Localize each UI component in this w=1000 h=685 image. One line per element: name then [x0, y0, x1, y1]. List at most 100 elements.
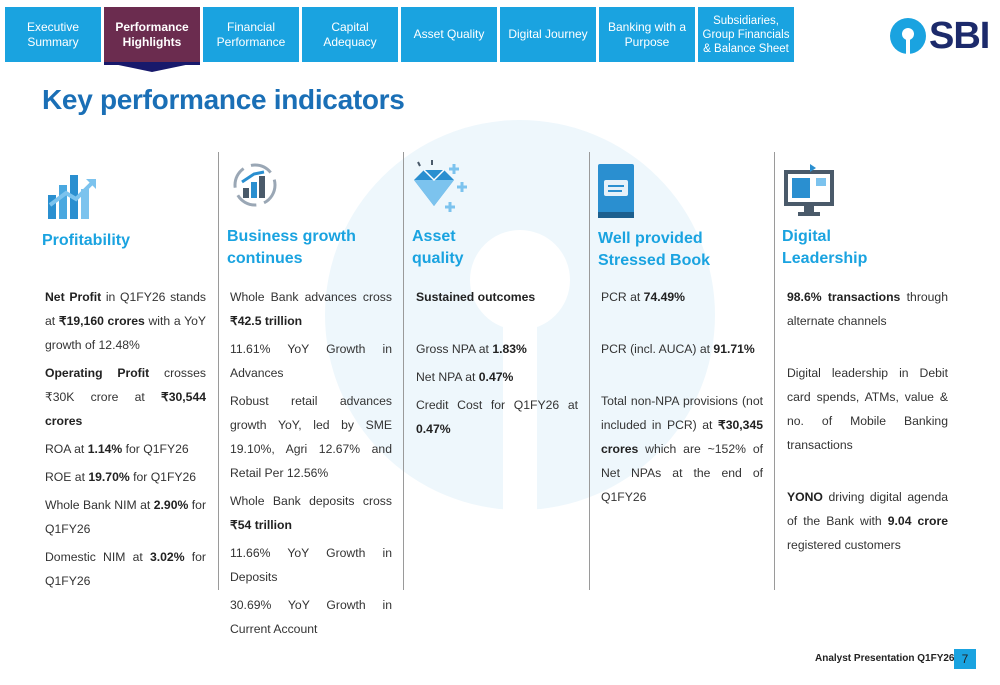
column-divider: [403, 152, 404, 590]
kpi-text: PCR at: [601, 290, 644, 304]
kpi-paragraph: Digital leadership in Debit card spends,…: [787, 361, 948, 457]
kpi-paragraph: Domestic NIM at 3.02% for Q1FY26: [45, 545, 206, 593]
diamond-sparkle-icon: [410, 160, 470, 223]
kpi-highlight: ₹19,160 crores: [58, 314, 145, 328]
kpi-text: ROA at: [45, 442, 88, 456]
tab-banking-with-a-purpose[interactable]: Banking with a Purpose: [599, 7, 695, 62]
kpi-paragraph: 11.66% YoY Growth in Deposits: [230, 541, 392, 589]
kpi-text: Digital leadership in Debit card spends,…: [787, 366, 948, 452]
sbi-logo-mark: [890, 18, 926, 54]
kpi-paragraph: Whole Bank NIM at 2.90% for Q1FY26: [45, 493, 206, 541]
kpi-paragraph: Net Profit in Q1FY26 stands at ₹19,160 c…: [45, 285, 206, 357]
kpi-highlight: 9.04 crore: [887, 514, 949, 528]
kpi-text: 11.61% YoY Growth in Advances: [230, 342, 392, 380]
kpi-text: Whole Bank advances cross: [230, 290, 392, 304]
kpi-text: for Q1FY26: [45, 550, 206, 588]
business-growth-body: Whole Bank advances cross ₹42.5 trillion…: [230, 285, 392, 645]
kpi-highlight: ₹30,544 crores: [45, 390, 206, 428]
stressed-book-body: PCR at 74.49% PCR (incl. AUCA) at 91.71% T…: [601, 285, 763, 513]
kpi-paragraph: ROE at 19.70% for Q1FY26: [45, 465, 206, 489]
footer-label: Analyst Presentation Q1FY26: [815, 653, 955, 664]
kpi-highlight: 2.90%: [153, 498, 189, 512]
kpi-text: ROE at: [45, 470, 89, 484]
kpi-text: Total non-NPA provisions (not included i…: [601, 394, 763, 432]
column-divider: [218, 152, 219, 590]
kpi-text: with a YoY growth of 12.48%: [45, 314, 206, 352]
kpi-highlight: 3.02%: [149, 550, 185, 564]
digital-monitor-icon: [782, 160, 836, 223]
kpi-highlight: 74.49%: [643, 290, 686, 304]
kpi-text: registered customers: [787, 538, 901, 552]
growth-cycle-icon: [230, 160, 280, 215]
kpi-highlight: 0.47%: [416, 422, 451, 436]
kpi-text: Whole Bank NIM at: [45, 498, 154, 512]
kpi-highlight: 0.47%: [478, 370, 514, 384]
kpi-paragraph: PCR (incl. AUCA) at 91.71%: [601, 337, 763, 361]
kpi-paragraph: ROA at 1.14% for Q1FY26: [45, 437, 206, 461]
paragraph-spacer: [787, 461, 948, 485]
page-number: 7: [954, 649, 976, 669]
tab-performance-highlights[interactable]: Performance Highlights: [104, 7, 200, 72]
kpi-text: for Q1FY26: [129, 470, 197, 484]
kpi-text: through alternate channels: [787, 290, 948, 328]
kpi-highlight: Operating Profit: [45, 366, 150, 380]
asset-quality-body: Sustained outcomes Gross NPA at 1.83% Net …: [416, 285, 578, 445]
kpi-paragraph: Sustained outcomes: [416, 285, 578, 309]
sbi-logo: SBI: [890, 15, 990, 57]
kpi-highlight: ₹42.5 trillion: [230, 314, 303, 328]
kpi-paragraph: 98.6% transactions through alternate cha…: [787, 285, 948, 333]
kpi-paragraph: Whole Bank advances cross ₹42.5 trillion: [230, 285, 392, 333]
kpi-text: Whole Bank deposits cross: [230, 494, 392, 508]
tab-label: Subsidiaries, Group Financials & Balance…: [702, 14, 790, 55]
kpi-text: 11.66% YoY Growth in Deposits: [230, 546, 392, 584]
tab-capital-adequacy[interactable]: Capital Adequacy: [302, 7, 398, 62]
tab-subsidiaries[interactable]: Subsidiaries, Group Financials & Balance…: [698, 7, 794, 62]
kpi-text: driving digital agenda of the Bank with: [787, 490, 948, 528]
kpi-paragraph: Whole Bank deposits cross ₹54 trillion: [230, 489, 392, 537]
tab-label: Banking with a Purpose: [607, 19, 687, 49]
kpi-highlight: Sustained outcomes: [416, 290, 536, 304]
profitability-heading: Profitability: [42, 232, 131, 249]
kpi-paragraph: YONO driving digital agenda of the Bank …: [787, 485, 948, 557]
kpi-text: which are ~152% of Net NPAs at the end o…: [601, 442, 763, 504]
kpi-text: for Q1FY26: [45, 498, 207, 536]
book-document-icon: [596, 162, 636, 225]
kpi-text: Net NPA at: [416, 370, 479, 384]
tab-label: Executive Summary: [26, 19, 80, 49]
column-divider: [589, 152, 590, 590]
tab-label: Asset Quality: [413, 27, 485, 41]
paragraph-spacer: [601, 365, 763, 389]
digital-leadership-heading: Digital Leadership: [782, 228, 868, 267]
kpi-highlight: Net Profit: [45, 290, 102, 304]
tab-financial-performance[interactable]: Financial Performance: [203, 7, 299, 62]
kpi-text: PCR (incl. AUCA) at: [601, 342, 714, 356]
kpi-text: in Q1FY26 stands at: [45, 290, 206, 328]
page-title: Key performance indicators: [42, 84, 405, 115]
kpi-paragraph: 11.61% YoY Growth in Advances: [230, 337, 392, 385]
kpi-paragraph: 30.69% YoY Growth in Current Account: [230, 593, 392, 641]
sbi-logo-text: SBI: [929, 15, 990, 57]
kpi-paragraph: Gross NPA at 1.83%: [416, 337, 578, 361]
kpi-highlight: ₹30,345 crores: [601, 418, 763, 456]
kpi-text: Credit Cost for Q1FY26 at: [416, 398, 578, 412]
tab-digital-journey[interactable]: Digital Journey: [500, 7, 596, 62]
tab-executive-summary[interactable]: Executive Summary: [5, 7, 101, 62]
tab-asset-quality[interactable]: Asset Quality: [401, 7, 497, 62]
kpi-highlight: 19.70%: [88, 470, 130, 484]
stressed-book-heading: Well provided Stressed Book: [598, 230, 711, 269]
kpi-paragraph: Robust retail advances growth YoY, led b…: [230, 389, 392, 485]
top-nav: Executive Summary Performance Highlights…: [5, 7, 794, 72]
kpi-paragraph: Operating Profit crosses ₹30K crore at ₹…: [45, 361, 206, 433]
paragraph-spacer: [601, 313, 763, 337]
paragraph-spacer: [787, 337, 948, 361]
business-growth-heading: Business growth continues: [227, 228, 356, 267]
kpi-paragraph: Net NPA at 0.47%: [416, 365, 578, 389]
kpi-highlight: 91.71%: [713, 342, 755, 356]
asset-quality-heading: Asset quality: [412, 228, 464, 267]
paragraph-spacer: [416, 313, 578, 337]
tab-label: Performance Highlights: [115, 19, 189, 49]
kpi-highlight: 98.6% transactions: [787, 290, 901, 304]
tab-label: Financial Performance: [216, 19, 286, 49]
kpi-paragraph: PCR at 74.49%: [601, 285, 763, 309]
kpi-text: 30.69% YoY Growth in Current Account: [230, 598, 392, 636]
